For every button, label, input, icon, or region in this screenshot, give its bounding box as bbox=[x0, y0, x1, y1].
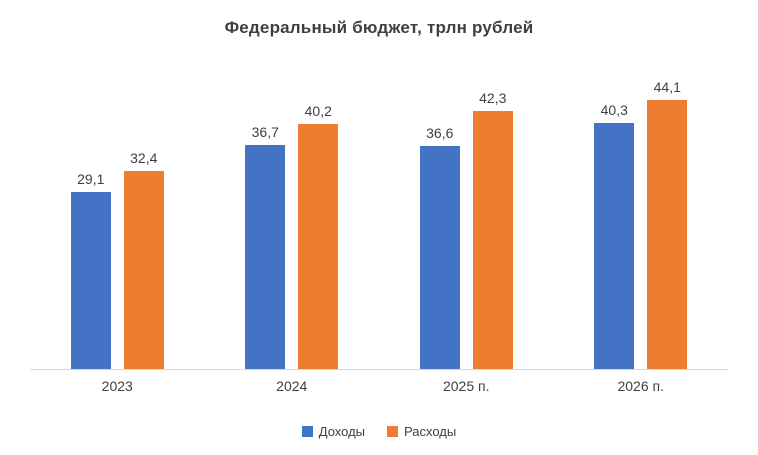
bar bbox=[419, 146, 460, 369]
category-label: 2025 п. bbox=[442, 378, 490, 394]
legend-item-raskhody: Расходы bbox=[387, 424, 456, 439]
legend-label-raskhody: Расходы bbox=[404, 424, 457, 439]
bar bbox=[298, 124, 339, 369]
value-label: 44,1 bbox=[653, 79, 681, 95]
bar-column: 44,1 bbox=[647, 79, 688, 369]
bar-group: 36,6 42,3 bbox=[379, 52, 554, 369]
legend-label-dokhody: Доходы bbox=[318, 424, 366, 439]
bar-column: 36,7 bbox=[245, 124, 286, 369]
bar bbox=[70, 192, 111, 369]
bar bbox=[472, 111, 513, 369]
bar-column: 29,1 bbox=[70, 171, 111, 369]
bar-column: 32,4 bbox=[123, 150, 164, 369]
bar bbox=[245, 145, 286, 369]
value-label: 29,1 bbox=[77, 171, 105, 187]
bar-column: 40,3 bbox=[594, 102, 635, 369]
category-label: 2024 bbox=[276, 378, 308, 394]
value-label: 40,3 bbox=[600, 102, 628, 118]
x-axis-labels: 2023 2024 2025 п. 2026 п. bbox=[30, 378, 728, 394]
legend-item-dokhody: Доходы bbox=[301, 424, 366, 439]
bar-column: 40,2 bbox=[298, 103, 339, 369]
bar bbox=[123, 171, 164, 369]
bar-column: 42,3 bbox=[472, 90, 513, 369]
value-label: 42,3 bbox=[479, 90, 507, 106]
bar bbox=[647, 100, 688, 369]
plot-area: 29,1 32,4 36,7 40,2 36,6 42,3 40,3 44,1 bbox=[30, 52, 728, 370]
value-label: 36,7 bbox=[251, 124, 279, 140]
value-label: 40,2 bbox=[304, 103, 332, 119]
bar-group: 36,7 40,2 bbox=[205, 52, 380, 369]
category-label: 2023 bbox=[101, 378, 133, 394]
bar-group: 29,1 32,4 bbox=[30, 52, 205, 369]
bar bbox=[594, 123, 635, 369]
legend-swatch-dokhody bbox=[301, 426, 313, 437]
value-label: 36,6 bbox=[426, 125, 454, 141]
legend-swatch-raskhody bbox=[387, 426, 399, 437]
value-label: 32,4 bbox=[130, 150, 158, 166]
bar-column: 36,6 bbox=[419, 125, 460, 369]
chart-title: Федеральный бюджет, трлн рублей bbox=[224, 18, 534, 37]
bar-group: 40,3 44,1 bbox=[554, 52, 729, 369]
category-label: 2026 п. bbox=[617, 378, 664, 394]
legend: Доходы Расходы bbox=[0, 424, 758, 439]
